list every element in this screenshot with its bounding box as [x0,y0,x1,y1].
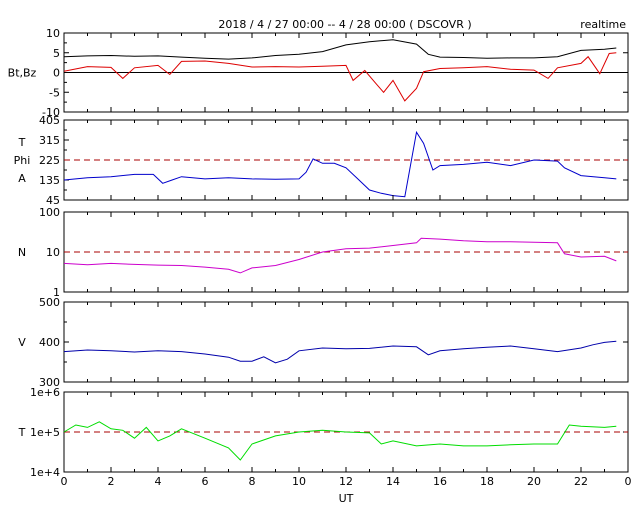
y-tick-label: 400 [39,336,60,349]
y-tick-label: 225 [39,154,60,167]
x-tick-label: 14 [386,475,400,488]
y-axis-label: T [18,136,26,149]
panel-density: 100 10 1 N [18,206,629,299]
y-tick-label: 10 [46,246,60,259]
y-axis-label: V [18,336,26,349]
y-tick-label: 1 [53,286,60,299]
series-bz [63,52,617,102]
y-tick-label: 10 [46,27,60,40]
y-tick-label: 1e+4 [30,466,60,479]
x-tick-label: 6 [202,475,209,488]
y-axis-label: Bt,Bz [8,67,37,80]
panel-bt-bz: 10 5 0 -5 -10 Bt,Bz [8,27,629,119]
y-tick-label: 300 [39,376,60,389]
x-tick-label: 20 [527,475,541,488]
x-tick-label: 12 [339,475,353,488]
series-bt [63,39,617,60]
panel-frame [63,301,629,383]
panel-phi: 405 315 225 135 45 T Phi A [14,114,629,207]
y-axis-label: Phi [14,154,31,167]
x-axis-label: UT [339,492,354,505]
realtime-label: realtime [580,18,626,31]
x-tick-label: 0 [625,475,632,488]
y-tick-label: -10 [42,106,60,119]
series-speed [63,340,617,364]
series-temperature [63,421,617,461]
y-tick-label: 315 [39,134,60,147]
x-tick-label: 2 [108,475,115,488]
y-tick-label: 1e+5 [30,426,60,439]
y-tick-label: 405 [39,114,60,127]
x-tick-label: 0 [61,475,68,488]
x-tick-label: 8 [249,475,256,488]
x-tick-label: 10 [292,475,306,488]
y-tick-label: 0 [53,67,60,80]
y-tick-label: 500 [39,296,60,309]
y-axis-label: T [18,426,26,439]
panel-speed: 500 400 300 V [18,296,629,389]
y-tick-label: 135 [39,174,60,187]
y-tick-label: 100 [39,206,60,219]
x-axis: 0 2 4 6 8 10 12 14 16 18 20 22 0 UT [61,475,632,505]
y-tick-label: 45 [46,194,60,207]
panels-group: 10 5 0 -5 -10 Bt,Bz 405 315 225 135 45 T Phi A 100 10 1 N… [8,27,629,479]
chart-title: 2018 / 4 / 27 00:00 -- 4 / 28 00:00 ( DS… [218,18,471,31]
series-phi [63,130,617,198]
y-tick-label: -5 [49,86,60,99]
y-axis-label: N [18,246,26,259]
y-axis-label: A [18,172,26,185]
series-density [63,237,617,274]
x-tick-label: 4 [155,475,162,488]
y-tick-label: 5 [53,47,60,60]
x-tick-label: 18 [480,475,494,488]
x-tick-label: 16 [433,475,447,488]
x-tick-label: 22 [574,475,588,488]
y-tick-label: 1e+6 [30,386,60,399]
panel-temperature: 1e+6 1e+5 1e+4 T [18,386,629,479]
